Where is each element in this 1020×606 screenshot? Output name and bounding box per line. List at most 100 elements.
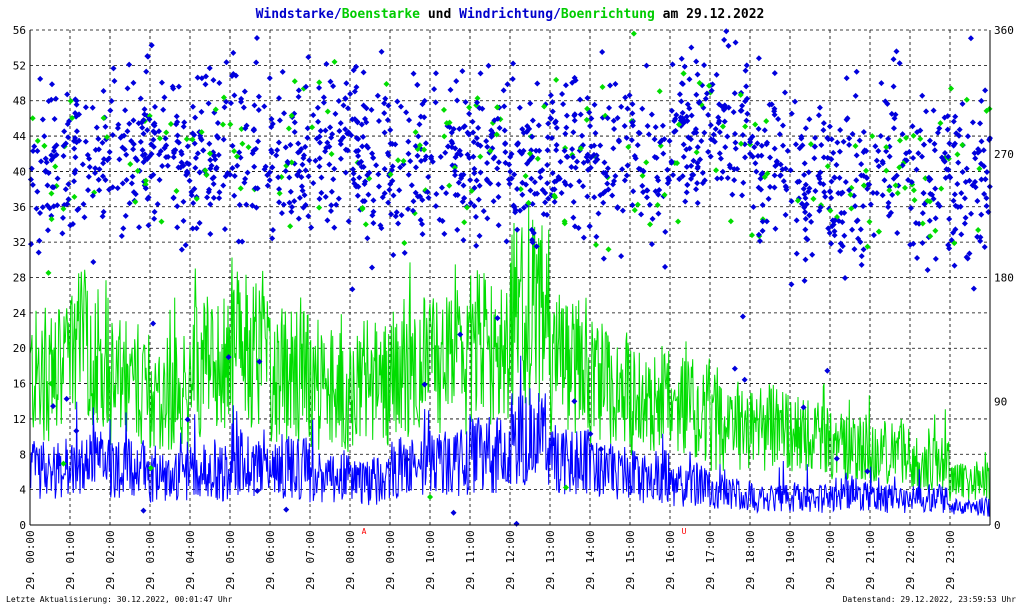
wind-direction-point bbox=[188, 188, 195, 195]
y-left-tick-label: 48 bbox=[13, 95, 26, 108]
wind-direction-point bbox=[767, 183, 774, 190]
wind-direction-point bbox=[568, 164, 575, 171]
wind-direction-point bbox=[44, 182, 51, 189]
wind-direction-point bbox=[969, 119, 976, 126]
wind-direction-point bbox=[302, 167, 309, 174]
gust-direction-point bbox=[203, 171, 210, 178]
wind-direction-point bbox=[244, 169, 251, 176]
gust-direction-point bbox=[287, 223, 294, 230]
wind-direction-point bbox=[599, 48, 606, 55]
wind-direction-point bbox=[469, 118, 476, 125]
gust-direction-point bbox=[146, 112, 153, 119]
wind-direction-point bbox=[545, 120, 552, 127]
wind-direction-point bbox=[549, 186, 556, 193]
gust-direction-point bbox=[239, 140, 246, 147]
wind-direction-point bbox=[345, 218, 352, 225]
wind-direction-point bbox=[806, 212, 813, 219]
wind-direction-point bbox=[858, 261, 865, 268]
gust-direction-point bbox=[285, 125, 292, 132]
x-tick-label: 29. 15:00 bbox=[624, 530, 637, 590]
wind-direction-point bbox=[150, 320, 157, 327]
gust-direction-point bbox=[207, 150, 214, 157]
title-sep-2: / bbox=[553, 7, 561, 22]
wind-direction-point bbox=[255, 107, 262, 114]
wind-direction-point bbox=[46, 205, 53, 212]
gust-direction-point bbox=[245, 144, 252, 151]
wind-direction-point bbox=[926, 137, 933, 144]
wind-direction-point bbox=[229, 73, 236, 80]
wind-direction-point bbox=[600, 255, 607, 262]
wind-direction-point bbox=[693, 58, 700, 65]
wind-direction-point bbox=[659, 122, 666, 129]
wind-direction-point bbox=[75, 205, 82, 212]
wind-direction-point bbox=[699, 169, 706, 176]
wind-direction-point bbox=[335, 195, 342, 202]
wind-direction-point bbox=[759, 201, 766, 208]
gust-direction-point bbox=[69, 115, 76, 122]
wind-direction-point bbox=[178, 246, 185, 253]
wind-direction-point bbox=[261, 103, 268, 110]
wind-direction-point bbox=[982, 87, 989, 94]
wind-direction-point bbox=[681, 63, 688, 70]
wind-direction-point bbox=[363, 119, 370, 126]
wind-direction-point bbox=[276, 117, 283, 124]
wind-direction-point bbox=[921, 201, 928, 208]
wind-direction-point bbox=[400, 161, 407, 168]
wind-direction-point bbox=[28, 241, 35, 248]
wind-direction-point bbox=[425, 194, 432, 201]
wind-direction-point bbox=[684, 181, 691, 188]
wind-direction-point bbox=[374, 92, 381, 99]
gust-direction-point bbox=[561, 218, 568, 225]
wind-direction-point bbox=[283, 506, 290, 513]
wind-direction-point bbox=[643, 62, 650, 69]
x-tick-label: 29. 22:00 bbox=[904, 530, 917, 590]
gust-direction-point bbox=[654, 201, 661, 208]
gust-direction-point bbox=[291, 78, 298, 85]
wind-direction-point bbox=[333, 201, 340, 208]
wind-direction-point bbox=[343, 80, 350, 87]
wind-direction-point bbox=[314, 104, 321, 111]
wind-direction-point bbox=[414, 81, 421, 88]
gust-direction-point bbox=[359, 204, 366, 211]
wind-direction-point bbox=[591, 101, 598, 108]
gust-direction-point bbox=[41, 142, 48, 149]
wind-direction-point bbox=[849, 226, 856, 233]
wind-direction-point bbox=[612, 172, 619, 179]
y-axis-right-labels: 0 90 180 270 360 bbox=[994, 24, 1014, 532]
wind-direction-point bbox=[266, 177, 273, 184]
wind-direction-point bbox=[398, 212, 405, 219]
wind-direction-point bbox=[514, 186, 521, 193]
wind-direction-point bbox=[747, 150, 754, 157]
gust-direction-point bbox=[67, 98, 74, 105]
gust-direction-point bbox=[416, 142, 423, 149]
wind-direction-point bbox=[340, 134, 347, 141]
wind-direction-point bbox=[327, 207, 334, 214]
wind-direction-point bbox=[403, 456, 410, 463]
wind-direction-point bbox=[544, 180, 551, 187]
wind-direction-point bbox=[39, 204, 46, 211]
wind-direction-point bbox=[140, 507, 147, 514]
x-axis-labels: 29. 00:00 29. 01:00 29. 02:00 29. 03:00 29. … bbox=[24, 530, 957, 590]
wind-direction-point bbox=[494, 165, 501, 172]
wind-direction-point bbox=[359, 143, 366, 150]
wind-direction-point bbox=[375, 171, 382, 178]
gust-direction-point bbox=[173, 188, 180, 195]
wind-direction-point bbox=[249, 150, 256, 157]
wind-direction-point bbox=[732, 145, 739, 152]
wind-direction-point bbox=[849, 130, 856, 137]
wind-direction-point bbox=[196, 220, 203, 227]
wind-direction-point bbox=[531, 179, 538, 186]
wind-direction-point bbox=[946, 140, 953, 147]
wind-direction-point bbox=[732, 130, 739, 137]
gust-direction-point bbox=[541, 103, 548, 110]
wind-direction-point bbox=[717, 155, 724, 162]
gust-direction-point bbox=[927, 233, 934, 240]
wind-direction-point bbox=[755, 125, 762, 132]
y-left-tick-label: 52 bbox=[13, 59, 26, 72]
wind-direction-point bbox=[903, 157, 910, 164]
wind-direction-point bbox=[459, 68, 466, 75]
wind-direction-point bbox=[304, 134, 311, 141]
wind-direction-point bbox=[72, 135, 79, 142]
wind-direction-point bbox=[186, 177, 193, 184]
wind-direction-point bbox=[828, 136, 835, 143]
